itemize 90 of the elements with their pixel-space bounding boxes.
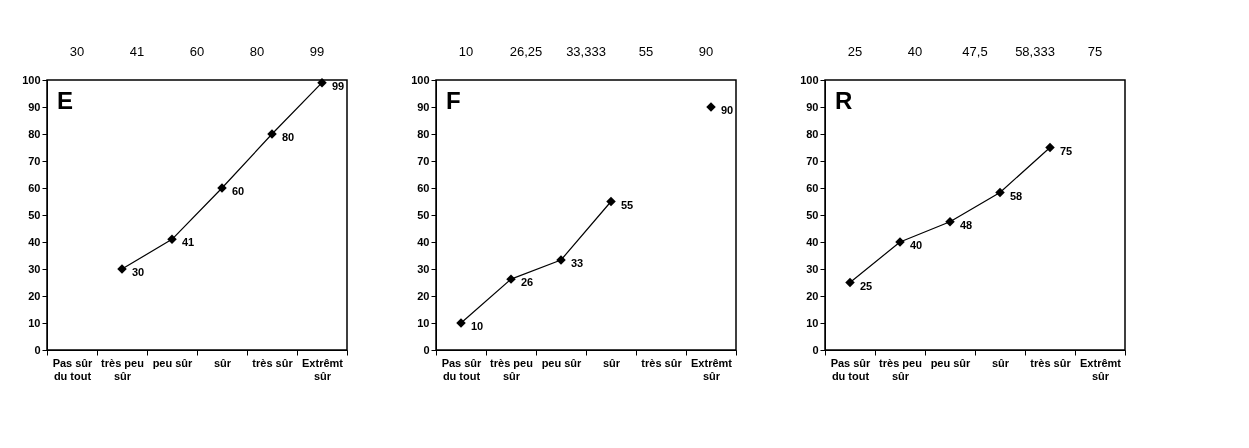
- x-tick-label: très peu sûr: [101, 356, 144, 382]
- x-tick-label: Pas sûr du tout: [830, 356, 872, 382]
- y-tick-label: 60: [28, 181, 41, 194]
- text: 33,333: [566, 44, 606, 59]
- text: 60: [189, 44, 205, 59]
- y-tick-label: 80: [417, 127, 430, 140]
- y-tick-label: 10: [806, 316, 819, 329]
- text: 47,5: [962, 44, 988, 59]
- y-tick-label: 60: [806, 181, 819, 194]
- text: 90: [698, 44, 714, 59]
- chart-title: R: [835, 87, 853, 114]
- text: 30: [69, 44, 85, 59]
- y-tick-label: 20: [417, 289, 430, 302]
- y-tick-label: 50: [417, 208, 430, 221]
- x-tick-label: sûr: [991, 356, 1010, 369]
- y-tick-label: 0: [34, 343, 41, 356]
- y-tick-label: 80: [806, 127, 819, 140]
- y-tick-label: 50: [28, 208, 41, 221]
- y-tick-label: 0: [812, 343, 819, 356]
- x-tick-label: peu sûr: [930, 356, 972, 369]
- text: 25: [847, 44, 863, 59]
- chart-title: F: [446, 87, 461, 114]
- y-tick-label: 30: [806, 262, 819, 275]
- y-tick-label: 90: [806, 100, 819, 113]
- y-tick-label: 90: [417, 100, 430, 113]
- data-label: 25: [860, 279, 873, 292]
- x-tick-label: très sûr: [1030, 356, 1072, 369]
- text: 10: [458, 44, 474, 59]
- x-tick-label: Extrêmt sûr: [302, 356, 344, 382]
- point: [606, 196, 616, 207]
- x-tick-label: très sûr: [252, 356, 294, 369]
- chart-title: E: [57, 87, 74, 114]
- y-tick-label: 20: [806, 289, 819, 302]
- x-tick-label: Extrêmt sûr: [1080, 356, 1122, 382]
- data-label: 99: [332, 79, 345, 92]
- y-tick-label: 70: [28, 154, 41, 167]
- y-tick-label: 30: [417, 262, 430, 275]
- point: [317, 77, 327, 88]
- point: [167, 234, 177, 245]
- y-tick-label: 30: [28, 262, 41, 275]
- point: [995, 187, 1005, 198]
- text: 80: [249, 44, 265, 59]
- x-tick-label: sûr: [213, 356, 232, 369]
- y-tick-label: 0: [423, 343, 430, 356]
- data-label: 75: [1060, 144, 1073, 157]
- y-tick-label: 100: [411, 73, 430, 86]
- text: 26,25: [509, 44, 543, 59]
- data-label: 80: [282, 131, 295, 143]
- text: 75: [1087, 44, 1103, 59]
- y-tick-label: 70: [806, 154, 819, 167]
- text: 40: [907, 44, 923, 59]
- x-tick-label: très sûr: [641, 356, 683, 369]
- point: [1045, 142, 1055, 153]
- x-tick-label: Pas sûr du tout: [52, 356, 94, 382]
- text: 58,333: [1015, 44, 1055, 59]
- x-tick-label: très peu sûr: [490, 356, 533, 382]
- y-tick-label: 20: [28, 289, 41, 302]
- y-tick-label: 90: [28, 100, 41, 113]
- data-label: 40: [910, 239, 923, 251]
- data-label: 26: [521, 276, 534, 289]
- data-label: 10: [471, 320, 484, 332]
- data-label: 41: [182, 236, 195, 249]
- data-label: 58: [1010, 189, 1023, 202]
- x-tick-label: Pas sûr du tout: [441, 356, 483, 382]
- data-label: 30: [132, 266, 145, 278]
- point: [845, 277, 855, 288]
- data-label: 48: [960, 218, 973, 231]
- y-tick-label: 50: [806, 208, 819, 221]
- y-tick-label: 100: [22, 73, 41, 86]
- data-label: 90: [721, 104, 734, 116]
- x-tick-label: peu sûr: [152, 356, 194, 369]
- x-tick-label: sûr: [602, 356, 621, 369]
- y-tick-label: 10: [28, 316, 41, 329]
- data-label: 55: [621, 198, 634, 211]
- y-tick-label: 70: [417, 154, 430, 167]
- text: 99: [309, 44, 325, 59]
- text: 55: [638, 44, 654, 59]
- y-tick-label: 10: [417, 316, 430, 329]
- y-tick-label: 40: [806, 235, 819, 248]
- y-tick-label: 100: [800, 73, 819, 86]
- text: 41: [129, 44, 145, 59]
- y-tick-label: 60: [417, 181, 430, 194]
- y-tick-label: 40: [417, 235, 430, 248]
- data-label: 60: [232, 185, 245, 197]
- data-label: 33: [571, 257, 584, 269]
- x-tick-label: Extrêmt sûr: [691, 356, 733, 382]
- y-tick-label: 80: [28, 127, 41, 140]
- x-tick-label: très peu sûr: [879, 356, 922, 382]
- x-tick-label: peu sûr: [541, 356, 583, 369]
- y-tick-label: 40: [28, 235, 41, 248]
